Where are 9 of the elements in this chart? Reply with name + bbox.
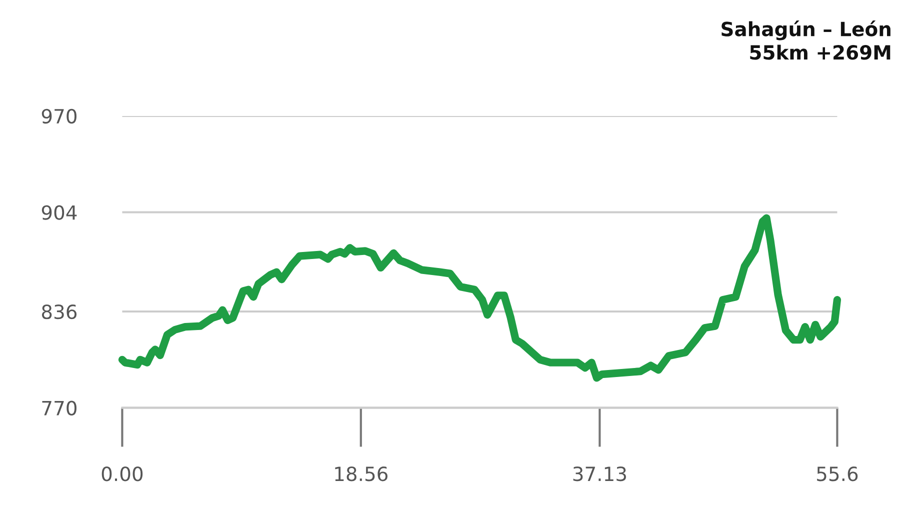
x-tick-label: 0.00 bbox=[102, 466, 143, 482]
y-tick-label: 836 bbox=[42, 304, 77, 320]
chart-title: Sahagún – León 55km +269M bbox=[722, 20, 890, 60]
y-tick-label: 970 bbox=[42, 108, 76, 124]
y-tick-label: 770 bbox=[42, 400, 76, 416]
y-tick-label: 904 bbox=[42, 205, 77, 220]
x-tick-label: 18.56 bbox=[335, 466, 388, 482]
x-tick-label: 37.13 bbox=[573, 466, 626, 482]
x-tick-label: 55.6 bbox=[817, 466, 858, 482]
